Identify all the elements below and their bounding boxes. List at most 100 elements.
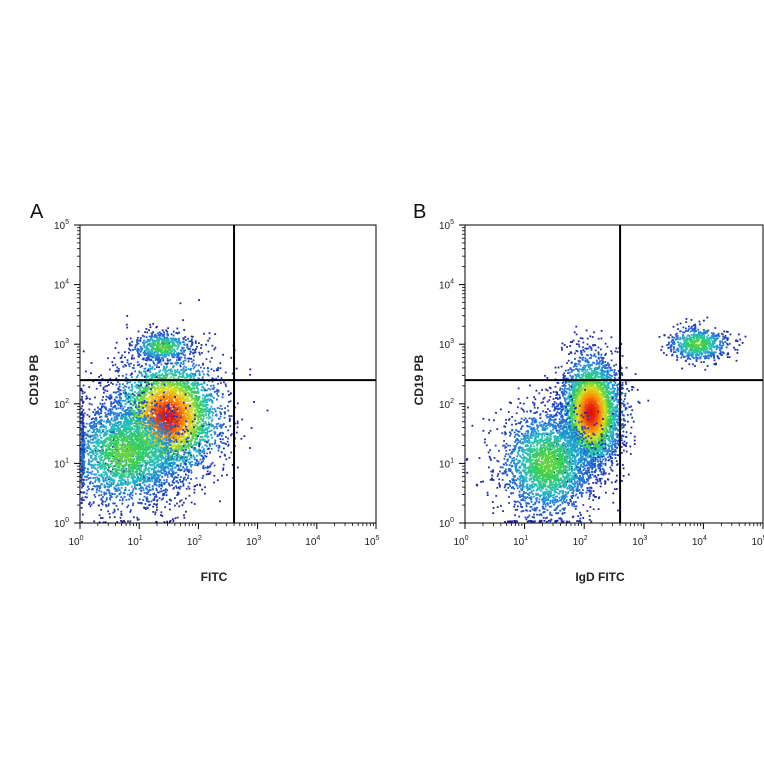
event-dot [229,425,232,428]
event-dot [180,426,182,429]
event-dot [113,508,116,511]
event-dot [151,406,154,409]
event-dot [182,412,184,414]
event-dot [114,370,117,372]
event-dot [208,425,211,428]
event-dot [138,416,141,418]
event-dot [192,412,194,415]
event-dot [171,373,174,375]
event-dot [205,416,208,419]
event-dot [180,499,183,502]
event-dot [169,455,172,458]
event-dot [89,505,92,508]
event-dot [134,413,136,416]
event-dot [150,374,152,377]
event-dot [130,444,133,447]
event-dot [151,375,153,378]
event-dot [157,386,159,389]
event-dot [162,369,165,372]
event-dot [190,426,193,428]
event-dot [173,425,176,428]
event-dot [185,439,188,442]
event-dot [122,471,125,473]
event-dot [219,500,221,503]
event-dot [219,415,222,418]
event-dot [199,442,202,445]
event-dot [219,362,222,365]
event-dot [154,412,157,415]
event-dot [156,384,159,387]
event-dot [156,380,159,383]
event-dot [192,397,194,400]
event-dot [222,468,224,471]
event-dot [165,366,168,369]
event-dot [181,386,184,389]
event-dot [186,417,189,420]
event-dot [188,416,191,419]
event-dot [153,467,156,470]
event-dot [148,444,151,447]
event-dot [142,393,145,396]
event-dot [122,389,125,392]
event-dot [198,421,201,423]
event-dot [94,480,97,483]
event-dot [88,415,91,418]
event-dot [82,350,85,353]
event-dot [201,432,204,435]
event-dot [182,423,185,425]
event-dot [153,374,155,376]
event-dot [224,411,226,414]
event-dot [175,383,177,386]
event-dot [228,420,231,423]
event-dot [183,381,186,384]
event-dot [210,429,213,432]
event-dot [194,404,197,407]
event-dot [96,489,98,491]
event-dot [187,398,189,400]
event-dot [207,387,210,390]
event-dot [176,433,179,435]
event-dot [182,483,185,485]
event-dot [107,357,109,360]
event-dot [158,423,161,426]
event-dot [199,383,201,386]
event-dot [199,440,202,443]
event-dot [162,388,165,391]
event-dot [137,483,140,486]
event-dot [147,399,149,401]
event-dot [175,447,178,449]
event-dot [95,425,98,428]
event-dot [202,474,205,477]
event-dot [169,391,171,394]
event-dot [187,443,190,445]
event-dot [192,437,195,440]
event-dot [128,438,131,441]
event-dot [175,400,178,402]
event-dot [219,440,222,443]
event-dot [161,407,164,410]
event-dot [145,398,148,400]
event-dot [205,473,208,476]
event-dot [187,474,190,477]
event-dot [206,467,209,469]
event-dot [184,336,187,338]
event-dot [157,425,159,428]
event-dot [168,412,171,415]
event-dot [201,370,204,373]
event-dot [229,400,232,403]
event-dot [180,458,182,461]
event-dot [170,369,173,372]
event-dot [179,436,182,439]
event-dot [235,431,238,434]
event-dot [117,381,119,383]
event-dot [180,428,183,431]
event-dot [190,501,193,504]
event-dot [147,392,150,394]
event-dot [192,372,194,375]
event-dot [129,393,131,396]
event-dot [182,408,184,411]
event-dot [174,371,177,374]
event-dot [185,449,187,451]
event-dot [135,458,138,460]
